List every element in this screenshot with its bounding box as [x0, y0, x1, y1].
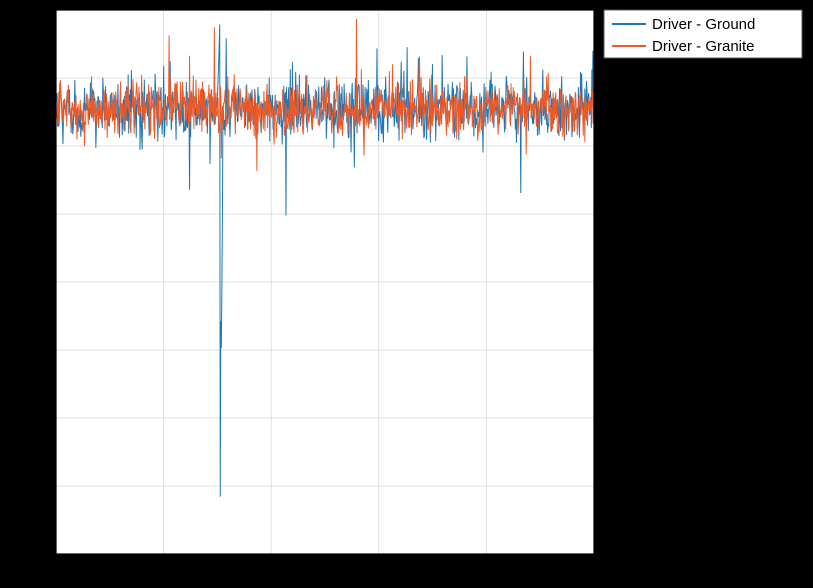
chart-svg: Driver - Ground Driver - Granite: [0, 0, 813, 588]
legend-label: Driver - Granite: [652, 38, 755, 55]
legend-label: Driver - Ground: [652, 16, 755, 33]
legend: Driver - Ground Driver - Granite: [604, 10, 802, 58]
chart-container: Driver - Ground Driver - Granite: [0, 0, 813, 588]
